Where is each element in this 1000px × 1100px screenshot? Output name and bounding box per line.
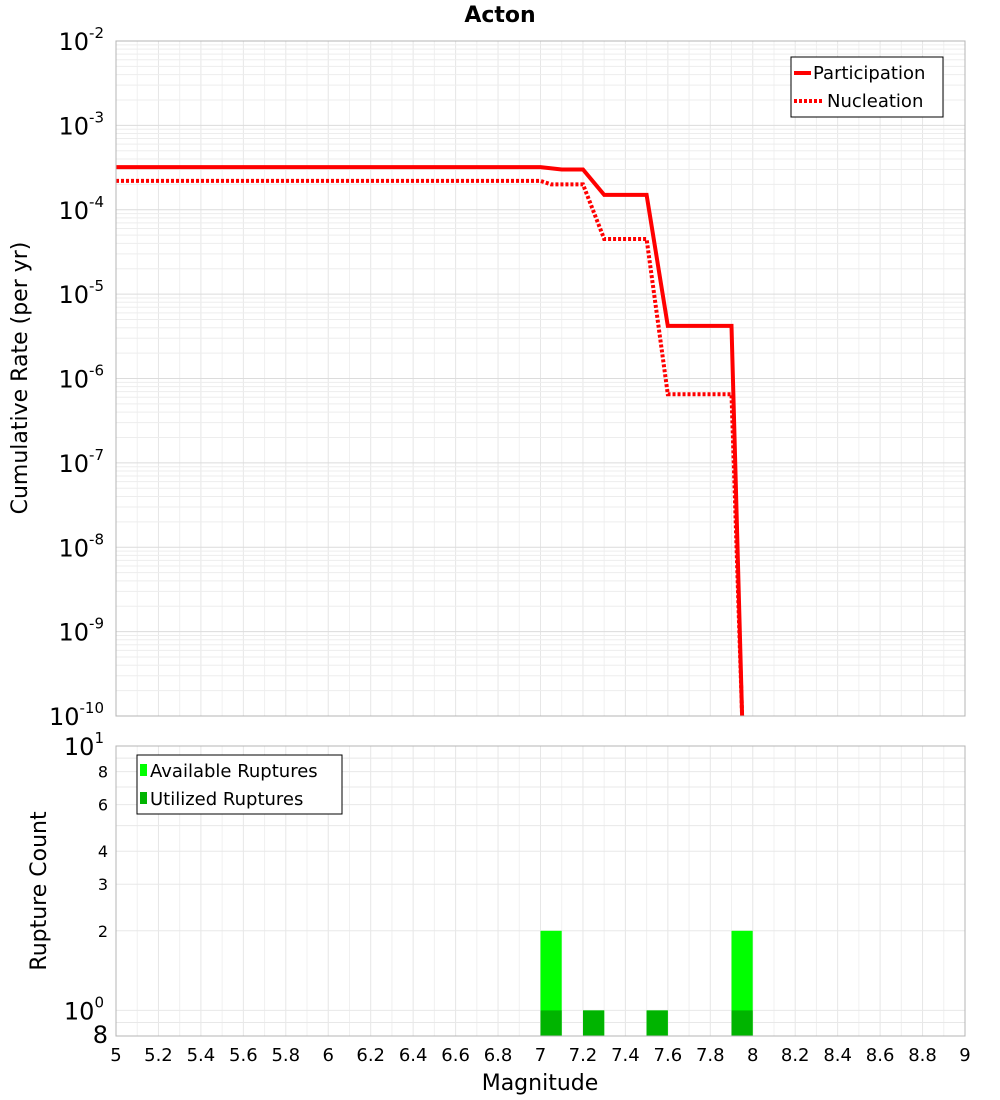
x-tick-label: 5.6	[229, 1045, 258, 1066]
rate-y-tick-base: 10	[58, 112, 89, 140]
rate-y-tick-base: 10	[58, 534, 89, 562]
count-y-tick-base: 10	[64, 997, 95, 1025]
rate-y-tick-label: 10-6	[58, 362, 104, 394]
rate-y-tick-label: 10-8	[58, 530, 104, 562]
count-y-tick-label: 100	[64, 993, 104, 1025]
count-y-tick-base: 10	[64, 733, 95, 761]
rate-y-tick-base: 10	[58, 28, 89, 56]
x-tick-label: 5.2	[144, 1045, 173, 1066]
x-tick-label: 8.4	[823, 1045, 852, 1066]
x-tick-label: 9	[959, 1045, 970, 1066]
rate-y-tick-base: 10	[58, 450, 89, 478]
count-plot-x-ticks: 5 5.2 5.4 5.6 5.8 6 6.2 6.4 6.6 6.8 7 7.2 7.4 7.6 7.8 8…	[110, 1045, 970, 1066]
rate-y-tick-exponent: -7	[89, 446, 104, 464]
rate-y-tick-label: 10-9	[58, 615, 104, 647]
rate-y-tick-label: 10-7	[58, 446, 104, 478]
x-axis-label: Magnitude	[482, 1071, 599, 1096]
x-tick-label: 6.6	[441, 1045, 470, 1066]
rate-legend: Participation Nucleation	[790, 56, 944, 118]
count-legend-box	[136, 754, 343, 815]
series-line-participation	[116, 165, 745, 717]
rate-y-tick-label: 10-5	[58, 277, 104, 309]
bar-utilized-ruptures	[731, 1010, 753, 1036]
rate-y-tick-exponent: -9	[89, 615, 104, 633]
count-legend: Available Ruptures Utilized Ruptures	[136, 754, 343, 815]
count-y-minor-tick-label: 8	[93, 1021, 108, 1049]
count-y-axis-label: Rupture Count	[27, 811, 52, 971]
x-tick-label: 6	[323, 1045, 334, 1066]
rate-y-tick-exponent: -10	[80, 699, 105, 717]
series-line-nucleation	[116, 178, 745, 717]
x-tick-label: 5.4	[187, 1045, 216, 1066]
x-tick-label: 8	[747, 1045, 758, 1066]
rate-y-tick-base: 10	[58, 619, 89, 647]
count-y-minor-tick-label: 8	[98, 763, 108, 782]
rate-y-tick-exponent: -4	[89, 193, 104, 211]
rate-legend-box	[790, 56, 944, 118]
count-y-tick-exponent: 0	[94, 993, 104, 1011]
legend-available-swatch	[140, 764, 147, 776]
x-tick-label: 6.8	[484, 1045, 513, 1066]
rate-y-tick-exponent: -3	[89, 108, 104, 126]
bar-utilized-ruptures	[646, 1010, 668, 1036]
bar-available-ruptures	[731, 930, 753, 1036]
bar-utilized-ruptures	[583, 1010, 605, 1036]
legend-nucleation-label: Nucleation	[827, 91, 923, 112]
legend-available-label: Available Ruptures	[150, 761, 318, 782]
rate-y-tick-exponent: -5	[89, 277, 104, 295]
x-tick-label: 7.6	[654, 1045, 683, 1066]
rate-plot-series	[116, 165, 745, 717]
rate-y-tick-base: 10	[49, 703, 80, 731]
count-y-minor-tick-label: 4	[98, 842, 108, 861]
x-tick-label: 5.8	[271, 1045, 300, 1066]
count-y-tick-exponent: 1	[94, 729, 104, 747]
x-tick-label: 7.2	[569, 1045, 598, 1066]
rate-y-tick-label: 10-10	[49, 699, 104, 731]
rate-y-tick-exponent: -2	[89, 24, 104, 42]
bar-utilized-ruptures	[540, 1010, 562, 1036]
rate-y-tick-base: 10	[58, 197, 89, 225]
rate-y-tick-exponent: -8	[89, 530, 104, 548]
rate-plot-panel: 10-210-310-410-510-610-710-810-910-10 Cu…	[8, 24, 966, 731]
bar-available-ruptures	[540, 930, 562, 1036]
x-tick-label: 8.8	[908, 1045, 937, 1066]
count-y-minor-tick-label: 6	[98, 796, 108, 815]
x-tick-label: 5	[110, 1045, 121, 1066]
x-tick-label: 6.2	[356, 1045, 385, 1066]
x-tick-label: 8.6	[866, 1045, 895, 1066]
rate-plot-gridlines	[115, 41, 966, 717]
x-tick-label: 7.4	[611, 1045, 640, 1066]
rate-y-tick-base: 10	[58, 281, 89, 309]
count-plot-frame	[115, 745, 966, 1037]
legend-utilized-label: Utilized Ruptures	[150, 789, 303, 810]
count-y-minor-tick-label: 3	[98, 875, 108, 894]
rate-y-tick-base: 10	[58, 366, 89, 394]
legend-participation-label: Participation	[813, 63, 925, 84]
x-tick-label: 6.4	[399, 1045, 428, 1066]
legend-utilized-swatch	[140, 792, 147, 804]
rate-plot-frame	[115, 40, 966, 717]
count-y-minor-tick-label: 2	[98, 922, 108, 941]
rate-plot-y-ticks: 10-210-310-410-510-610-710-810-910-10	[49, 24, 104, 731]
x-tick-label: 7	[535, 1045, 546, 1066]
count-plot-bars	[540, 930, 753, 1036]
rate-y-tick-label: 10-4	[58, 193, 104, 225]
rate-y-tick-label: 10-3	[58, 108, 104, 140]
rate-y-axis-label: Cumulative Rate (per yr)	[8, 242, 33, 515]
rate-y-tick-exponent: -6	[89, 362, 104, 380]
x-tick-label: 7.8	[696, 1045, 725, 1066]
rate-y-tick-label: 10-2	[58, 24, 104, 56]
x-tick-label: 8.2	[781, 1045, 810, 1066]
chart-title: Acton	[464, 3, 535, 28]
count-y-tick-label: 101	[64, 729, 104, 761]
